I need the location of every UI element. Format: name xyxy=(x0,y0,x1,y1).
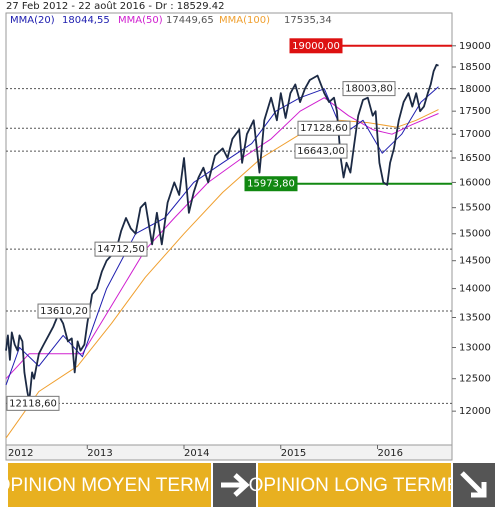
level-label: 18003,80 xyxy=(345,84,393,95)
y-tick-label: 14000 xyxy=(459,284,491,295)
x-tick-label: 2013 xyxy=(87,448,112,459)
y-tick-label: 17000 xyxy=(459,129,491,140)
y-tick-label: 12500 xyxy=(459,374,491,385)
y-tick-label: 15500 xyxy=(459,203,491,214)
button-body[interactable] xyxy=(8,463,211,507)
button-label[interactable]: OPINION LONG TERME xyxy=(249,475,460,496)
level-label-box xyxy=(297,120,351,136)
button-moyen-terme[interactable]: OPINION MOYEN TERME xyxy=(0,463,256,507)
level-label: 16643,00 xyxy=(297,146,345,157)
legend-name: MMA(50) xyxy=(118,15,163,26)
x-tick-label: 2016 xyxy=(378,448,403,459)
ma-line xyxy=(5,109,439,439)
y-tick-label: 13500 xyxy=(459,313,491,324)
y-tick-label: 17500 xyxy=(459,106,491,117)
y-tick-label: 19000 xyxy=(459,41,491,52)
button-body[interactable] xyxy=(258,463,451,507)
level-label-box xyxy=(289,38,343,54)
level-label-box xyxy=(37,303,91,319)
y-tick-label: 18000 xyxy=(459,84,491,95)
legend-name: MMA(20) xyxy=(10,15,55,26)
level-label: 13610,20 xyxy=(40,306,88,317)
y-tick-label: 16000 xyxy=(459,177,491,188)
level-label: 14712,50 xyxy=(97,244,145,255)
level-label-box xyxy=(244,176,298,192)
legend-name: MMA(100) xyxy=(219,15,270,26)
arrow-icon xyxy=(221,473,250,497)
arrow-icon xyxy=(460,471,487,498)
x-axis-band xyxy=(5,444,453,461)
y-tick-label: 18500 xyxy=(459,62,491,73)
button-label[interactable]: OPINION MOYEN TERME xyxy=(0,475,222,496)
plot-frame xyxy=(5,12,453,446)
y-tick-label: 15000 xyxy=(459,229,491,240)
x-tick-label: 2012 xyxy=(8,448,33,459)
level-label-box xyxy=(6,395,60,411)
level-label: 15973,80 xyxy=(247,179,295,190)
level-label-box xyxy=(342,81,396,97)
legend-value: 18044,55 xyxy=(62,15,110,26)
level-label-box xyxy=(294,143,348,159)
x-tick-label: 2014 xyxy=(184,448,209,459)
level-label-box xyxy=(94,241,148,257)
y-tick-label: 12000 xyxy=(459,406,491,417)
x-tick-label: 2015 xyxy=(281,448,306,459)
chart-title: 27 Feb 2012 - 22 août 2016 - Dr : 18529.… xyxy=(6,0,224,12)
legend-value: 17449,65 xyxy=(166,15,214,26)
y-tick-label: 13000 xyxy=(459,343,491,354)
level-label: 12118,60 xyxy=(9,398,57,409)
level-label: 19000,00 xyxy=(292,41,340,52)
level-label: 17128,60 xyxy=(300,123,348,134)
y-tick-label: 16500 xyxy=(459,153,491,164)
button-long-terme[interactable]: OPINION LONG TERME xyxy=(249,463,495,507)
y-tick-label: 14500 xyxy=(459,256,491,267)
legend-value: 17535,34 xyxy=(284,15,332,26)
